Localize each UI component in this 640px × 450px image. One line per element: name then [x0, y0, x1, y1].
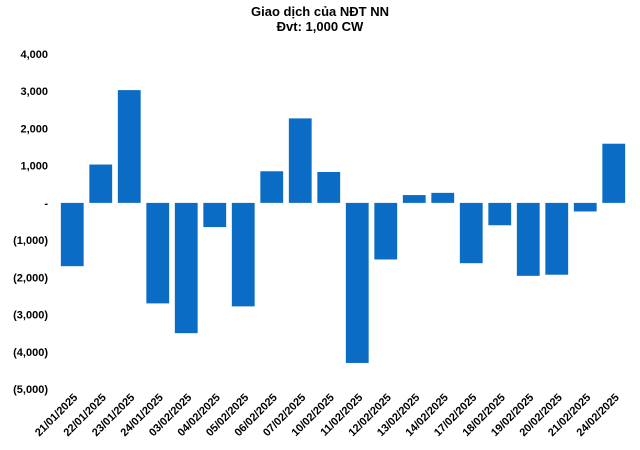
bar	[488, 202, 512, 226]
y-tick-label: -	[44, 198, 48, 210]
x-axis: 21/01/202522/01/202523/01/202524/01/2025…	[33, 392, 622, 439]
y-tick-label: 1,000	[20, 161, 48, 173]
bar	[231, 202, 255, 307]
bar	[602, 143, 626, 203]
bar	[459, 202, 483, 264]
bar	[260, 171, 284, 203]
y-tick-label: 3,000	[20, 86, 48, 98]
chart-subtitle: Đvt: 1,000 CW	[276, 19, 364, 34]
bar	[89, 164, 113, 203]
chart-title: Giao dịch của NĐT NN	[251, 4, 389, 19]
bar	[374, 202, 398, 260]
bar	[431, 192, 455, 203]
y-tick-label: (2,000)	[13, 272, 48, 284]
y-tick-label: (1,000)	[13, 235, 48, 247]
bar	[573, 202, 597, 212]
bar	[516, 202, 540, 276]
y-tick-label: 4,000	[20, 49, 48, 61]
y-axis: 4,000 3,000 2,000 1,000 - (1,000) (2,000) (3,00…	[13, 49, 48, 396]
bar	[345, 202, 369, 363]
bar	[402, 195, 426, 203]
bar	[203, 202, 227, 228]
bars	[60, 90, 626, 363]
y-tick-label: (5,000)	[13, 384, 48, 396]
bar	[117, 90, 141, 203]
y-tick-label: (3,000)	[13, 310, 48, 322]
bar	[288, 118, 312, 203]
bar	[146, 202, 170, 304]
bar	[174, 202, 198, 334]
y-tick-label: (4,000)	[13, 347, 48, 359]
y-tick-label: 2,000	[20, 123, 48, 135]
bar	[545, 202, 569, 275]
bar	[317, 171, 341, 203]
bar	[60, 202, 84, 267]
